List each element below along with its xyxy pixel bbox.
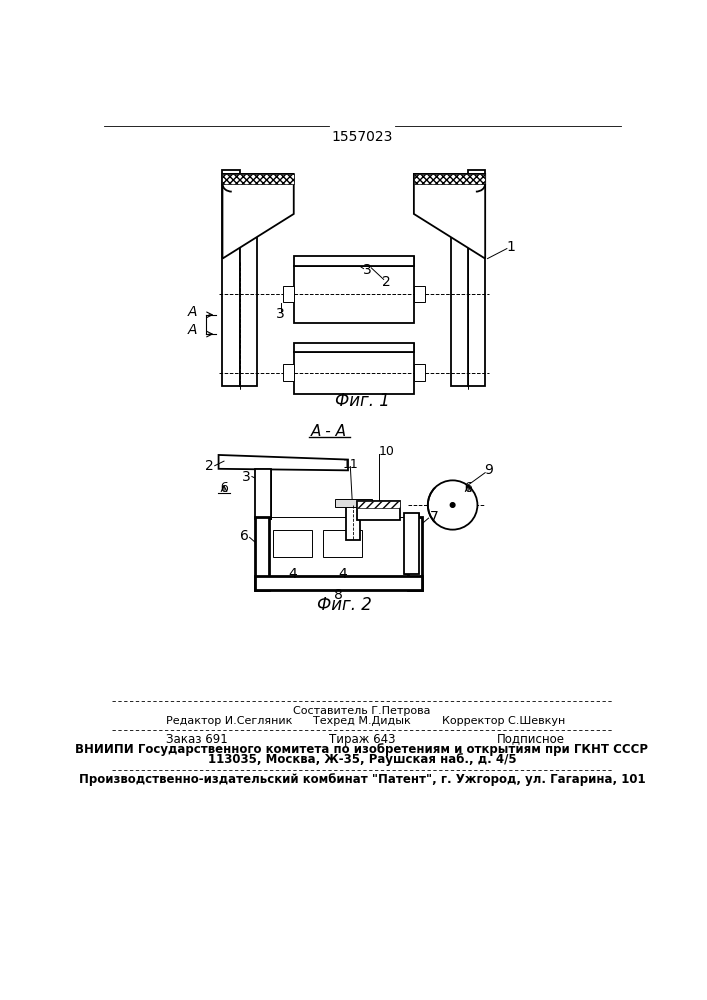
Text: 3: 3	[363, 263, 372, 277]
Text: 11: 11	[342, 458, 358, 471]
Bar	[408, 517, 421, 590]
Text: 4: 4	[338, 567, 347, 581]
Text: 2: 2	[205, 460, 214, 474]
Bar	[223, 174, 293, 184]
Bar	[357, 501, 400, 508]
Bar	[404, 513, 419, 574]
Text: 6: 6	[240, 529, 249, 543]
Bar	[283, 364, 293, 381]
Bar	[408, 517, 421, 590]
Circle shape	[428, 480, 477, 530]
Bar	[346, 505, 361, 540]
Text: 8: 8	[334, 588, 343, 602]
Bar	[414, 364, 425, 381]
Bar	[293, 256, 414, 266]
Text: 3: 3	[276, 307, 285, 321]
Text: Корректор С.Шевкун: Корректор С.Шевкун	[442, 716, 565, 726]
Text: Производственно-издательский комбинат "Патент", г. Ужгород, ул. Гагарина, 101: Производственно-издательский комбинат "П…	[78, 773, 645, 786]
Bar	[240, 209, 257, 386]
Text: Подписное: Подписное	[497, 733, 565, 746]
Bar	[255, 576, 421, 590]
Bar	[357, 501, 400, 520]
Text: б: б	[220, 482, 228, 495]
Bar	[293, 352, 414, 394]
Bar	[404, 513, 419, 574]
Bar	[283, 286, 293, 302]
Bar	[255, 517, 269, 590]
Text: А - А: А - А	[310, 424, 346, 439]
Text: А: А	[187, 306, 197, 320]
Bar	[293, 266, 414, 323]
Bar	[468, 170, 485, 386]
Text: 4: 4	[288, 567, 296, 581]
Bar	[323, 530, 362, 557]
Text: Тираж 643: Тираж 643	[329, 733, 395, 746]
Bar	[255, 469, 271, 519]
Bar	[255, 576, 421, 590]
Text: 1557023: 1557023	[332, 130, 392, 144]
Bar	[414, 286, 425, 302]
Polygon shape	[414, 174, 485, 259]
Text: 2: 2	[382, 275, 391, 289]
Text: Редактор И.Сегляник: Редактор И.Сегляник	[166, 716, 292, 726]
Text: Заказ 691: Заказ 691	[166, 733, 228, 746]
Text: Фиг. 1: Фиг. 1	[334, 392, 390, 410]
Text: Техред М.Дидык: Техред М.Дидык	[313, 716, 411, 726]
Text: А: А	[187, 323, 197, 337]
Polygon shape	[218, 455, 348, 470]
Circle shape	[450, 503, 455, 507]
Bar	[335, 499, 372, 507]
Text: б: б	[464, 482, 472, 495]
Polygon shape	[223, 174, 293, 259]
Bar	[223, 170, 240, 386]
Text: 3: 3	[243, 470, 251, 484]
Text: 7: 7	[429, 510, 438, 524]
Text: Составитель Г.Петрова: Составитель Г.Петрова	[293, 706, 431, 716]
Text: 1: 1	[506, 240, 515, 254]
Bar	[255, 469, 271, 519]
Text: 113035, Москва, Ж-35, Раушская наб., д. 4/5: 113035, Москва, Ж-35, Раушская наб., д. …	[208, 753, 516, 766]
Bar	[293, 343, 414, 352]
Text: 9: 9	[484, 463, 493, 477]
Bar	[255, 517, 269, 590]
Bar	[273, 530, 312, 557]
Text: 10: 10	[378, 445, 395, 458]
Text: Фиг. 2: Фиг. 2	[317, 596, 372, 614]
Bar	[293, 343, 414, 352]
Bar	[414, 174, 485, 184]
Text: ВНИИПИ Государственного комитета по изобретениям и открытиям при ГКНТ СССР: ВНИИПИ Государственного комитета по изоб…	[76, 743, 648, 756]
Bar	[293, 256, 414, 266]
Bar	[451, 209, 468, 386]
